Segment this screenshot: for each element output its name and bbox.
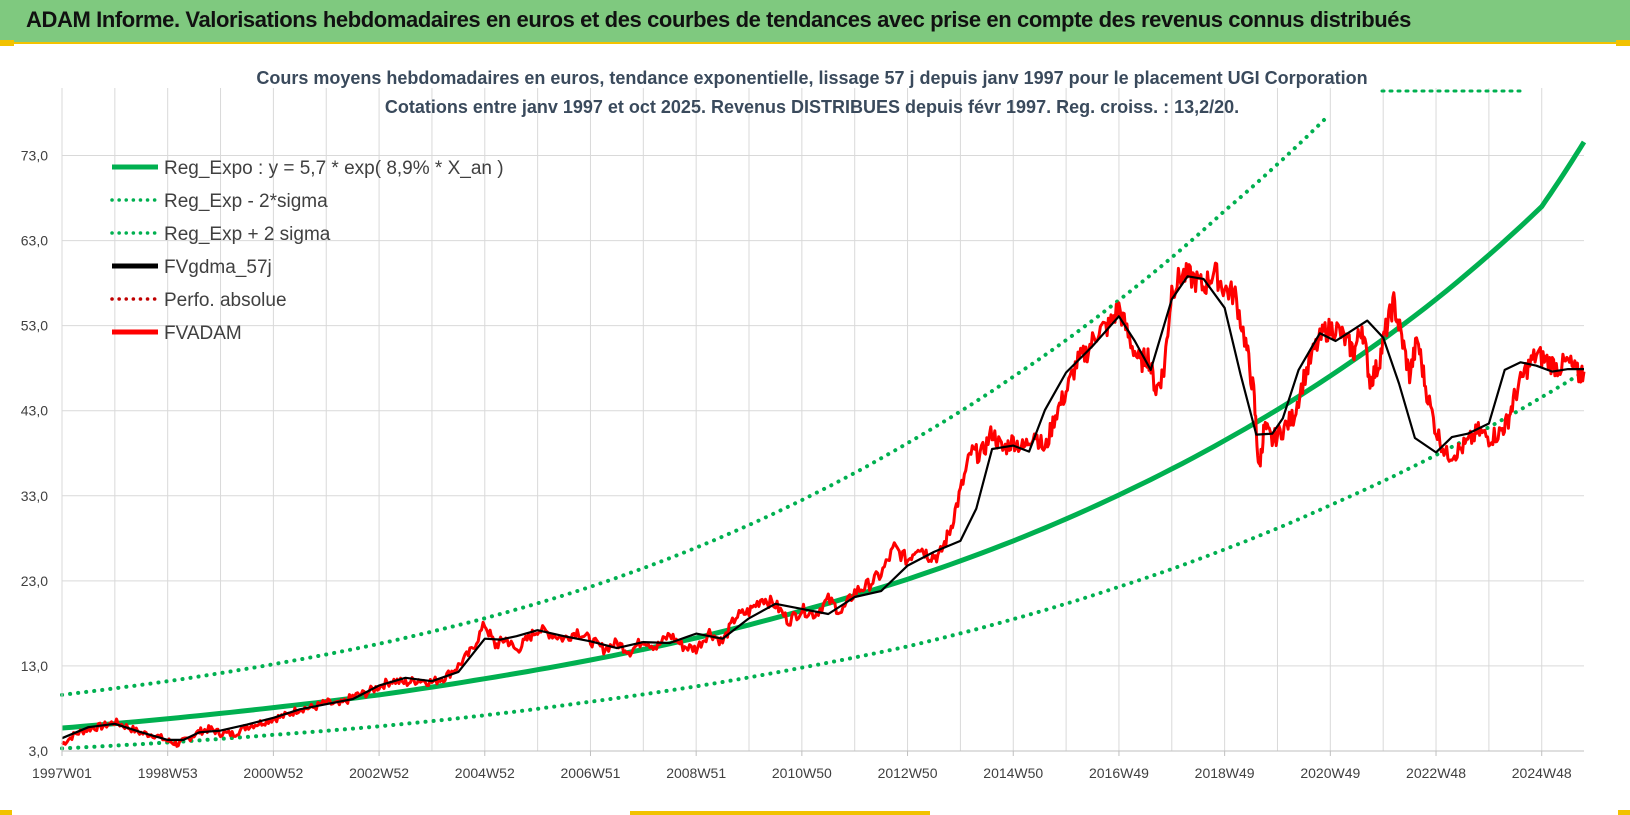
y-tick-label: 43,0 <box>21 403 48 419</box>
grid <box>61 88 1584 752</box>
y-tick-label: 63,0 <box>21 233 48 249</box>
x-tick-label: 2002W52 <box>349 765 409 781</box>
bottom-accent-mid <box>630 811 930 815</box>
legend: Reg_Expo : y = 5,7 * exp( 8,9% * X_an ) R… <box>110 158 504 344</box>
legend-label: FVADAM <box>164 323 242 344</box>
series-fvgdma-57j <box>61 275 1584 741</box>
legend-label: FVgdma_57j <box>164 257 272 278</box>
series-layer <box>60 117 1587 751</box>
series-fvadam <box>60 261 1586 748</box>
chart-title: Cours moyens hebdomadaires en euros, ten… <box>256 68 1367 88</box>
y-tick-label: 53,0 <box>21 318 48 334</box>
series-reg-minus-2sigma <box>60 369 1586 751</box>
x-tick-label: 2016W49 <box>1089 765 1149 781</box>
y-tick-label: 13,0 <box>21 658 48 674</box>
y-tick-label: 33,0 <box>21 488 48 504</box>
banner-title: ADAM Informe. Valorisations hebdomadaire… <box>26 7 1411 32</box>
x-tick-label: 2018W49 <box>1195 765 1255 781</box>
legend-label: Perfo. absolue <box>164 290 287 311</box>
legend-label: Reg_Exp - 2*sigma <box>164 191 328 212</box>
x-tick-label: 2012W50 <box>878 765 938 781</box>
y-tick-label: 73,0 <box>21 148 48 164</box>
bottom-accent-right <box>1618 810 1630 815</box>
axis-layer: 3,0 13,0 23,0 33,0 43,0 53,0 63,0 73,0 1997W01 19… <box>21 88 1584 781</box>
x-tick-label: 2006W51 <box>561 765 621 781</box>
x-tick-label: 1997W01 <box>32 765 92 781</box>
x-tick-label: 2024W48 <box>1512 765 1572 781</box>
x-tick-label: 1998W53 <box>138 765 198 781</box>
y-tick-label: 3,0 <box>29 743 49 759</box>
x-tick-label: 2000W52 <box>243 765 303 781</box>
corner-accent-right <box>1616 40 1630 46</box>
banner: ADAM Informe. Valorisations hebdomadaire… <box>0 0 1630 44</box>
y-tick-label: 23,0 <box>21 573 48 589</box>
x-tick-label: 2014W50 <box>983 765 1043 781</box>
x-tick-label: 2008W51 <box>666 765 726 781</box>
x-tick-label: 2020W49 <box>1300 765 1360 781</box>
x-tick-label: 2010W50 <box>772 765 832 781</box>
corner-accent-left <box>0 40 14 46</box>
legend-label: Reg_Expo : y = 5,7 * exp( 8,9% * X_an ) <box>164 158 504 179</box>
line-chart: 3,0 13,0 23,0 33,0 43,0 53,0 63,0 73,0 1997W01 19… <box>21 68 1587 781</box>
bottom-accent-left <box>0 810 12 815</box>
legend-label: Reg_Exp + 2 sigma <box>164 224 331 245</box>
x-tick-label: 2022W48 <box>1406 765 1466 781</box>
x-tick-label: 2004W52 <box>455 765 515 781</box>
chart-subtitle: Cotations entre janv 1997 et oct 2025. R… <box>385 97 1239 117</box>
